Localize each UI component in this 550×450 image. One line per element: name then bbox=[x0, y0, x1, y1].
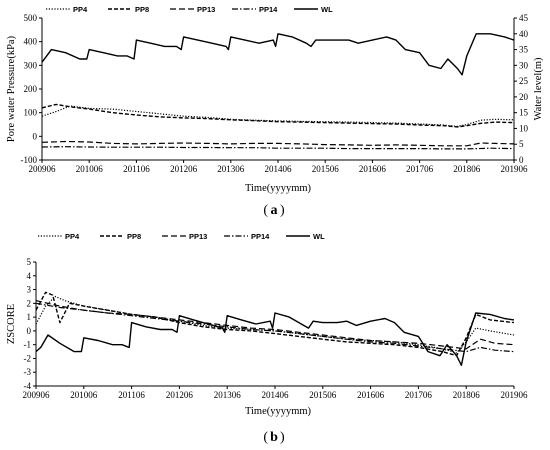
y2-tick-label: 30 bbox=[519, 60, 529, 70]
legend-label-pp4: PP4 bbox=[65, 232, 80, 241]
panel-a-caption: ( a ) bbox=[263, 203, 285, 218]
series-line-pp4 bbox=[42, 105, 514, 128]
panel-a-chart: PP4 PP8 PP13 PP14 WL -100 0 100 200 300 400 500 0 5… bbox=[6, 5, 544, 218]
panel-b-x-ticks: 200906 201006 201106 201206 201306 201406 2015… bbox=[23, 386, 529, 400]
x-tick-label: 201706 bbox=[405, 390, 433, 400]
y-tick-label: 500 bbox=[24, 13, 38, 23]
y-tick-label: 0 bbox=[27, 326, 32, 336]
x-tick-label: 201006 bbox=[76, 164, 104, 174]
panel-b-axes bbox=[35, 262, 514, 387]
panel-a-x-axis-title: Time(yyyymm) bbox=[245, 183, 312, 194]
y-tick-label: 300 bbox=[24, 60, 38, 70]
x-tick-label: 201106 bbox=[123, 164, 150, 174]
x-tick-label: 201506 bbox=[309, 390, 337, 400]
y-tick-label: -100 bbox=[21, 155, 38, 165]
y-tick-label: 1 bbox=[27, 312, 32, 322]
legend-label-pp14: PP14 bbox=[259, 5, 278, 14]
x-tick-label: 201406 bbox=[262, 390, 290, 400]
x-tick-label: 201206 bbox=[166, 390, 194, 400]
y-tick-label: 200 bbox=[24, 84, 38, 94]
series-line-wl bbox=[42, 33, 514, 76]
y-tick-label: 100 bbox=[24, 108, 38, 118]
x-tick-label: 201806 bbox=[453, 164, 481, 174]
y2-tick-label: 25 bbox=[519, 76, 529, 86]
panel-a-y2-axis-title: Water level(m) bbox=[533, 57, 544, 120]
panel-a-series bbox=[42, 33, 514, 150]
x-tick-label: 201106 bbox=[118, 390, 145, 400]
y-tick-label: 3 bbox=[27, 285, 32, 295]
x-tick-label: 201706 bbox=[406, 164, 434, 174]
legend-label-pp13: PP13 bbox=[189, 232, 207, 241]
y2-tick-label: 45 bbox=[519, 13, 529, 23]
panel-b-x-axis-title: Time(yyyymm) bbox=[245, 406, 312, 417]
x-tick-label: 201206 bbox=[170, 164, 198, 174]
legend-label-wl: WL bbox=[313, 232, 325, 241]
y2-tick-label: 10 bbox=[519, 123, 529, 133]
panel-b-y-ticks: -4 -3 -2 -1 0 1 2 3 4 5 bbox=[24, 257, 36, 391]
panel-a-x-ticks: 200906 201006 201106 201206 201306 201406 2015… bbox=[29, 160, 529, 174]
svg-text:): ) bbox=[280, 430, 285, 445]
legend-label-pp14: PP14 bbox=[251, 232, 270, 241]
panel-a-y2-ticks: 0 5 10 15 20 25 30 35 40 45 bbox=[514, 13, 529, 165]
legend-label-pp13: PP13 bbox=[197, 5, 215, 14]
y-tick-label: 5 bbox=[27, 257, 32, 267]
panel-b-caption: ( b ) bbox=[263, 430, 285, 445]
x-tick-label: 201306 bbox=[214, 390, 242, 400]
panel-b-series bbox=[36, 291, 514, 366]
x-tick-label: 201406 bbox=[265, 164, 293, 174]
y2-tick-label: 15 bbox=[519, 108, 529, 118]
y-tick-label: 2 bbox=[27, 298, 32, 308]
y2-tick-label: 35 bbox=[519, 45, 529, 55]
series-line-pp14 bbox=[36, 302, 514, 353]
y2-tick-label: 0 bbox=[519, 155, 524, 165]
y-tick-label: -1 bbox=[24, 340, 32, 350]
legend-label-pp8: PP8 bbox=[135, 5, 149, 14]
x-tick-label: 201306 bbox=[217, 164, 245, 174]
series-line-pp13 bbox=[36, 300, 514, 350]
x-tick-label: 201006 bbox=[70, 390, 98, 400]
y-tick-label: 4 bbox=[27, 271, 32, 281]
y2-tick-label: 20 bbox=[519, 92, 529, 102]
series-line-pp4 bbox=[36, 295, 514, 354]
y2-tick-label: 5 bbox=[519, 139, 524, 149]
x-tick-label: 200906 bbox=[23, 390, 51, 400]
y-tick-label: 400 bbox=[24, 37, 38, 47]
panel-b-legend: PP4 PP8 PP13 PP14 WL bbox=[38, 232, 325, 241]
x-tick-label: 201906 bbox=[501, 390, 529, 400]
series-line-pp13 bbox=[42, 140, 514, 147]
y-tick-label: -2 bbox=[24, 353, 32, 363]
y-tick-label: -4 bbox=[24, 381, 32, 391]
legend-label-wl: WL bbox=[321, 5, 333, 14]
y-tick-label: 0 bbox=[33, 131, 38, 141]
panel-b-caption-label: b bbox=[270, 430, 278, 445]
x-tick-label: 200906 bbox=[29, 164, 57, 174]
svg-text:): ) bbox=[280, 203, 285, 218]
y-tick-label: -3 bbox=[24, 367, 32, 377]
panel-a-legend: PP4 PP8 PP13 PP14 WL bbox=[46, 5, 333, 14]
x-tick-label: 201606 bbox=[359, 164, 387, 174]
series-line-pp14 bbox=[42, 146, 514, 150]
series-line-pp8 bbox=[36, 291, 514, 357]
series-line-wl bbox=[36, 312, 514, 366]
x-tick-label: 201906 bbox=[501, 164, 529, 174]
panel-b-y-axis-title: ZSCORE bbox=[6, 304, 17, 344]
x-tick-label: 201606 bbox=[357, 390, 385, 400]
panel-a-caption-label: a bbox=[271, 203, 278, 218]
svg-text:(: ( bbox=[263, 430, 268, 445]
x-tick-label: 201806 bbox=[453, 390, 481, 400]
panel-a-y-axis-title: Pore water Pressure(kPa) bbox=[6, 35, 17, 142]
legend-label-pp4: PP4 bbox=[73, 5, 88, 14]
panel-a-y-ticks: -100 0 100 200 300 400 500 bbox=[21, 13, 42, 165]
legend-label-pp8: PP8 bbox=[127, 232, 141, 241]
x-tick-label: 201506 bbox=[312, 164, 340, 174]
series-line-pp8 bbox=[42, 103, 514, 128]
svg-text:(: ( bbox=[263, 203, 268, 218]
panel-a-axes bbox=[41, 18, 515, 161]
y2-tick-label: 40 bbox=[519, 29, 529, 39]
